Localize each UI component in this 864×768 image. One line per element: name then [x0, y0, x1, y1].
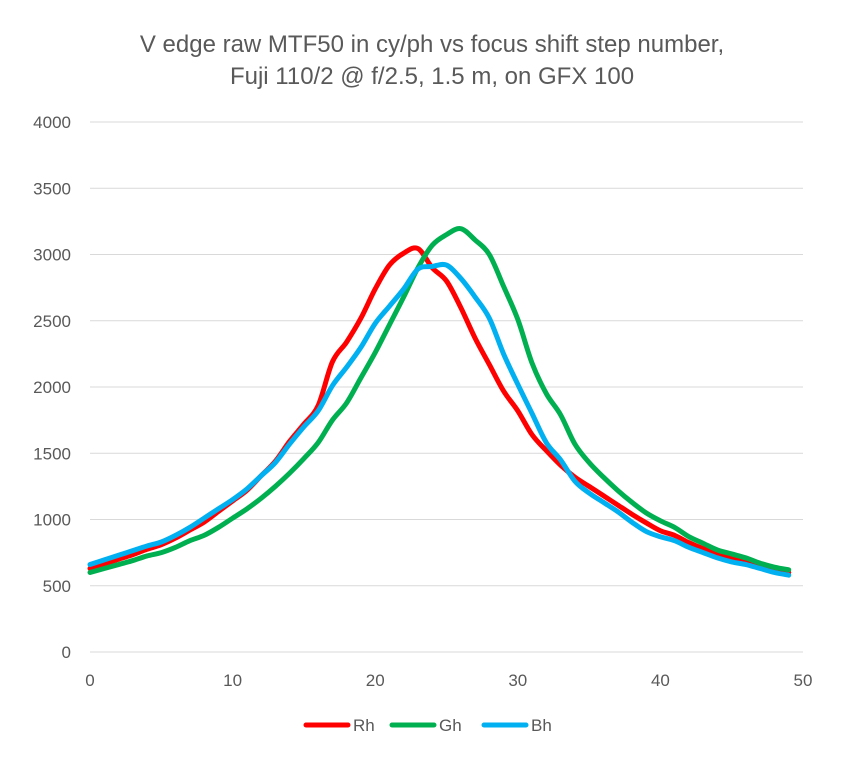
chart-title: V edge raw MTF50 in cy/ph vs focus shift…: [140, 31, 724, 58]
y-tick-label: 1500: [33, 444, 71, 463]
series-line-bh: [87, 261, 792, 578]
series-line-rh: [87, 245, 792, 575]
y-tick-label: 3000: [33, 246, 71, 265]
y-tick-label: 2500: [33, 312, 71, 331]
x-tick-label: 50: [794, 671, 813, 690]
legend-label: Gh: [439, 716, 462, 735]
y-tick-label: 2000: [33, 378, 71, 397]
y-tick-label: 500: [43, 577, 71, 596]
y-tick-label: 0: [62, 643, 71, 662]
x-axis-ticks: 0 10 20 30 40 50: [85, 671, 812, 690]
series-line-gh: [87, 226, 792, 575]
x-tick-label: 30: [508, 671, 527, 690]
legend-item-bh: Bh: [481, 716, 552, 735]
legend-item-gh: Gh: [389, 716, 462, 735]
y-tick-label: 3500: [33, 179, 71, 198]
legend-item-rh: Rh: [303, 716, 375, 735]
y-tick-label: 4000: [33, 113, 71, 132]
chart-subtitle: Fuji 110/2 @ f/2.5, 1.5 m, on GFX 100: [230, 63, 634, 90]
legend-label: Rh: [353, 716, 375, 735]
x-tick-label: 10: [223, 671, 242, 690]
legend: Rh Gh Bh: [303, 716, 552, 735]
legend-label: Bh: [531, 716, 552, 735]
y-tick-label: 1000: [33, 511, 71, 530]
x-tick-label: 40: [651, 671, 670, 690]
y-axis-ticks: 0 500 1000 1500 2000 2500 3000 3500 4000: [33, 113, 71, 662]
x-tick-label: 0: [85, 671, 94, 690]
series-lines: [87, 226, 792, 578]
x-tick-label: 20: [366, 671, 385, 690]
